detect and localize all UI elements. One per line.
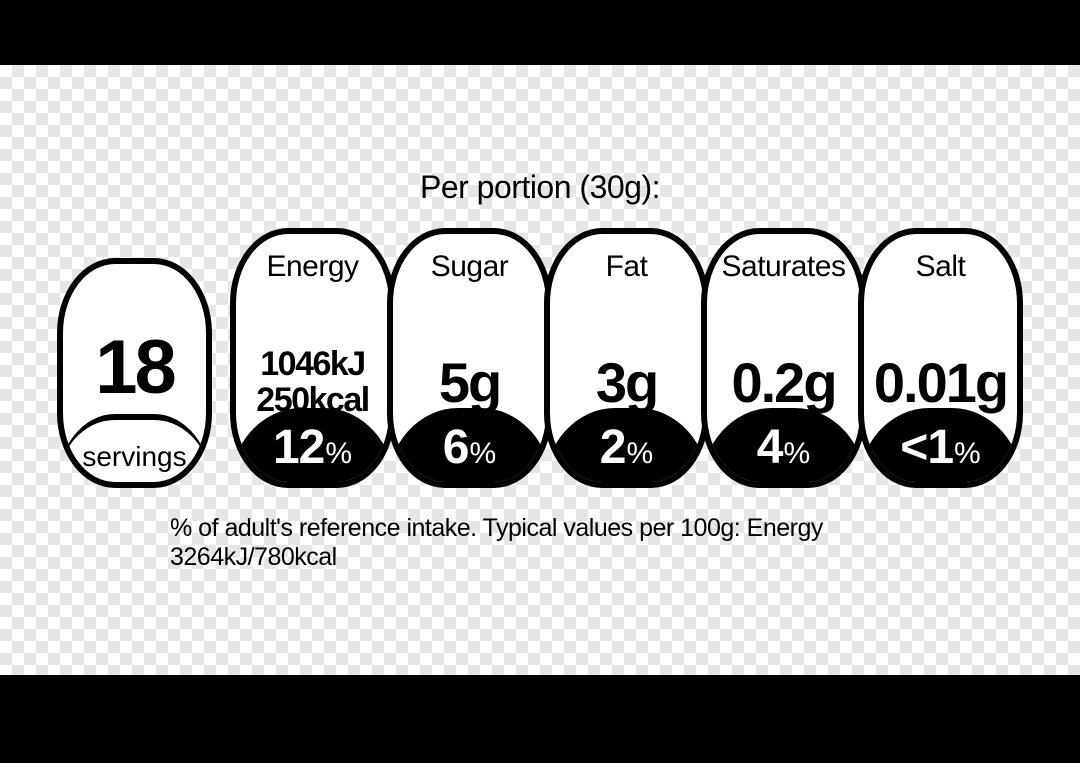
pct-sign: %	[954, 437, 981, 471]
nutrient-lozenge-salt: Salt 0.01g <1 %	[858, 228, 1023, 488]
servings-lozenge: 18 servings	[57, 258, 212, 488]
pct-strip: 12 %	[230, 408, 395, 488]
pct-num: 2	[600, 420, 626, 475]
nutrient-label: Salt	[916, 250, 966, 284]
value-line: 1046kJ	[256, 347, 368, 383]
pct-num: <1	[900, 420, 953, 475]
nutrition-label: Per portion (30g): 18 servings Energy 10…	[0, 65, 1080, 675]
pct-sign: %	[627, 437, 654, 471]
lozenge-row: 18 servings Energy 1046kJ 250kcal 12	[57, 228, 1023, 488]
nutrient-label: Energy	[266, 250, 358, 284]
servings-label: servings	[82, 441, 186, 473]
pct-num: 6	[443, 420, 469, 475]
value-line: 5g	[439, 355, 500, 411]
nutrient-lozenge-energy: Energy 1046kJ 250kcal 12 %	[230, 228, 395, 488]
value-line: 0.2g	[731, 355, 835, 411]
pct-strip: 4 %	[701, 408, 866, 488]
nutrient-lozenge-saturates: Saturates 0.2g 4 %	[701, 228, 866, 488]
pct-strip: 6 %	[387, 408, 552, 488]
pct-num: 4	[757, 420, 783, 475]
value-line: 3g	[596, 355, 657, 411]
pct-sign: %	[470, 437, 497, 471]
servings-arc: servings	[57, 414, 212, 488]
stage: Per portion (30g): 18 servings Energy 10…	[0, 0, 1080, 763]
pct-sign: %	[325, 437, 352, 471]
portion-header: Per portion (30g):	[165, 169, 915, 206]
pct-num: 12	[273, 420, 324, 475]
nutrient-lozenge-sugar: Sugar 5g 6 %	[387, 228, 552, 488]
pct-sign: %	[784, 437, 811, 471]
nutrient-label: Saturates	[722, 250, 846, 284]
footnote: % of adult's reference intake. Typical v…	[130, 514, 950, 572]
nutrient-lozenge-fat: Fat 3g 2 %	[544, 228, 709, 488]
nutrient-label: Fat	[606, 250, 648, 284]
nutrient-label: Sugar	[431, 250, 509, 284]
pct-strip: 2 %	[544, 408, 709, 488]
value-line: 0.01g	[874, 355, 1007, 411]
